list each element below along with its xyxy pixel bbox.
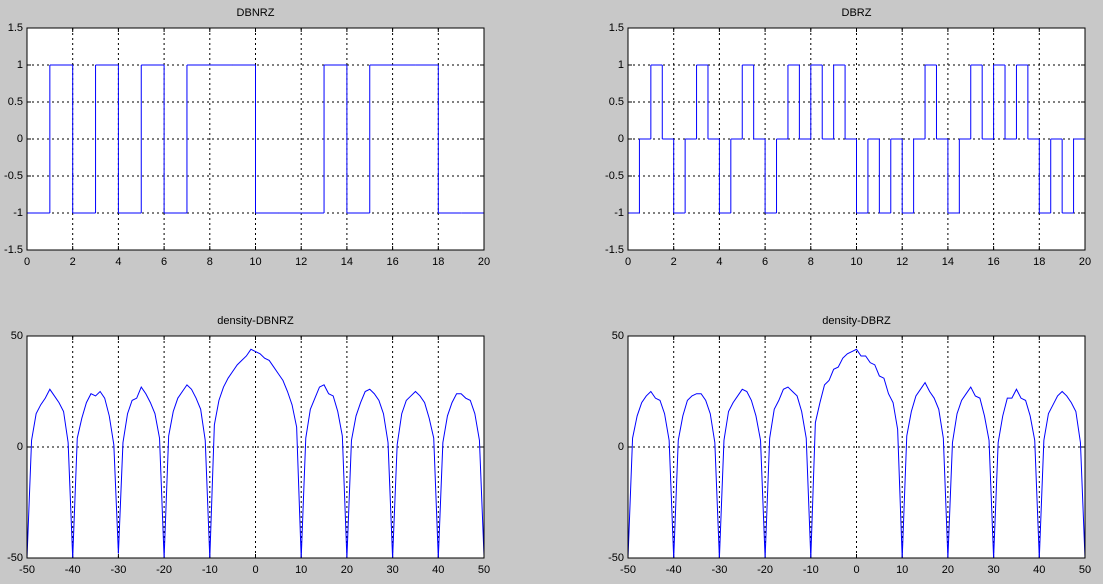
x-tick-label: -50: [620, 564, 636, 576]
y-tick-label: -1.5: [605, 244, 624, 256]
x-tick-label: 10: [295, 564, 307, 576]
spectrum-line: [627, 348, 1086, 559]
x-tick-label: 0: [252, 564, 258, 576]
y-tick-label: 0: [17, 133, 23, 145]
y-tick-label: 0: [618, 441, 624, 453]
x-tick-label: 16: [987, 256, 999, 268]
x-tick-label: 14: [942, 256, 954, 268]
x-tick-label: 18: [1033, 256, 1045, 268]
axes-frame: [627, 27, 1086, 251]
y-tick-label: 1: [17, 59, 23, 71]
x-tick-label: 10: [249, 256, 261, 268]
chart-title: DBRZ: [842, 7, 872, 19]
x-tick-label: -10: [803, 564, 819, 576]
x-tick-label: 20: [942, 564, 954, 576]
y-tick-label: 1: [618, 59, 624, 71]
x-tick-label: 8: [207, 256, 213, 268]
spectrum-line: [26, 348, 485, 559]
chart-title: DBNRZ: [237, 7, 275, 19]
x-tick-label: 30: [987, 564, 999, 576]
x-tick-label: 6: [161, 256, 167, 268]
y-tick-label: 0.5: [8, 96, 23, 108]
y-tick-label: -0.5: [4, 170, 23, 182]
x-tick-label: -40: [65, 564, 81, 576]
y-tick-label: -0.5: [605, 170, 624, 182]
x-tick-label: 4: [716, 256, 722, 268]
y-tick-label: -1.5: [4, 244, 23, 256]
y-tick-label: 50: [612, 330, 624, 342]
x-tick-label: 20: [478, 256, 490, 268]
x-tick-label: -50: [19, 564, 35, 576]
x-tick-label: -10: [202, 564, 218, 576]
x-tick-label: 0: [24, 256, 30, 268]
y-tick-label: 0: [17, 441, 23, 453]
x-tick-label: 50: [478, 564, 490, 576]
x-tick-label: 8: [808, 256, 814, 268]
axes-frame: [26, 27, 485, 251]
x-tick-label: 12: [295, 256, 307, 268]
y-tick-label: 0: [618, 133, 624, 145]
x-tick-label: -40: [666, 564, 682, 576]
x-tick-label: 2: [671, 256, 677, 268]
x-tick-label: 50: [1079, 564, 1091, 576]
x-tick-label: 40: [1033, 564, 1045, 576]
y-tick-label: -50: [608, 552, 624, 564]
x-tick-label: 12: [896, 256, 908, 268]
x-tick-label: -30: [110, 564, 126, 576]
chart-title: density-DBNRZ: [217, 315, 294, 327]
axes-frame: [26, 335, 485, 559]
y-tick-label: -1: [614, 207, 624, 219]
y-tick-label: 1.5: [609, 22, 624, 34]
x-tick-label: 18: [432, 256, 444, 268]
x-tick-label: 4: [115, 256, 121, 268]
x-tick-label: 6: [762, 256, 768, 268]
x-tick-label: -20: [156, 564, 172, 576]
x-tick-label: 10: [896, 564, 908, 576]
y-tick-label: -50: [7, 552, 23, 564]
x-tick-label: 14: [341, 256, 353, 268]
axes-frame: [627, 335, 1086, 559]
y-tick-label: 50: [11, 330, 23, 342]
x-tick-label: 16: [386, 256, 398, 268]
x-tick-label: 2: [70, 256, 76, 268]
x-tick-label: 0: [625, 256, 631, 268]
x-tick-label: 40: [432, 564, 444, 576]
x-tick-label: 30: [386, 564, 398, 576]
x-tick-label: 10: [850, 256, 862, 268]
x-tick-label: 20: [341, 564, 353, 576]
y-tick-label: -1: [13, 207, 23, 219]
y-tick-label: 0.5: [609, 96, 624, 108]
y-tick-label: 1.5: [8, 22, 23, 34]
x-tick-label: -20: [757, 564, 773, 576]
x-tick-label: -30: [711, 564, 727, 576]
x-tick-label: 20: [1079, 256, 1091, 268]
x-tick-label: 0: [853, 564, 859, 576]
chart-title: density-DBRZ: [822, 315, 891, 327]
